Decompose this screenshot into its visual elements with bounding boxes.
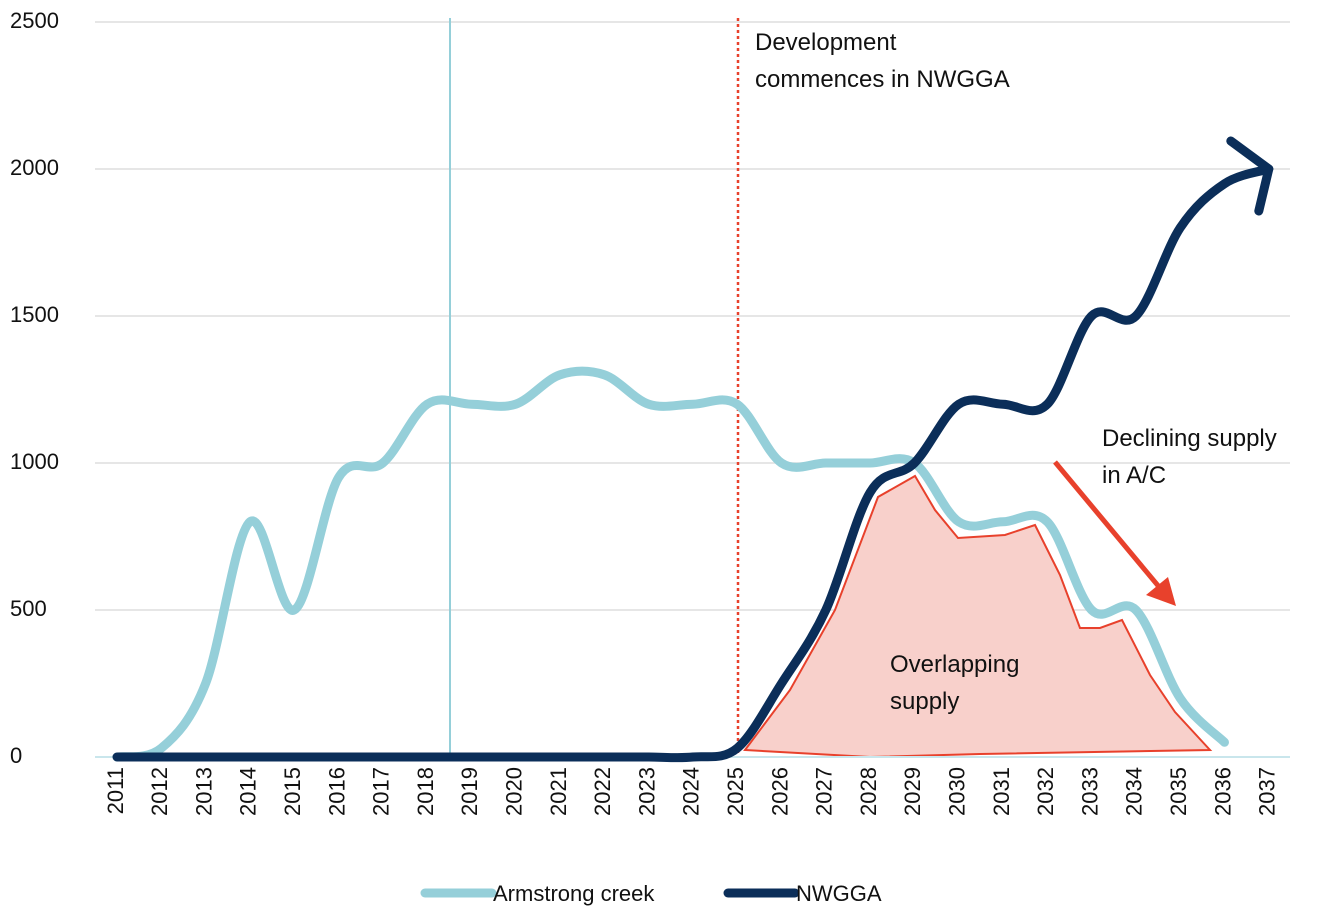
x-tick-label: 2020 [502,767,527,816]
legend-label: NWGGA [796,881,882,906]
x-tick-label: 2022 [590,767,615,816]
y-tick-label: 2000 [10,155,59,180]
annotation: supply [890,688,959,715]
x-tick-label: 2031 [989,767,1014,816]
annotation: in A/C [1102,462,1166,489]
x-tick-label: 2019 [457,767,482,816]
x-tick-label: 2023 [634,767,659,816]
annotation: Overlapping [890,651,1019,678]
x-tick-label: 2034 [1122,767,1147,816]
x-tick-label: 2025 [723,767,748,816]
annotation: Declining supply [1102,425,1277,452]
overlap-area [743,474,1213,759]
legend-label: Armstrong creek [493,881,655,906]
x-tick-label: 2035 [1166,767,1191,816]
x-tick-label: 2011 [103,767,128,814]
x-tick-label: 2026 [767,767,792,816]
series-line [112,366,1229,762]
y-tick-label: 2500 [10,8,59,33]
y-tick-label: 0 [10,743,22,768]
y-tick-label: 1500 [10,302,59,327]
x-tick-label: 2037 [1255,767,1280,816]
x-tick-label: 2021 [546,767,571,816]
x-tick-label: 2028 [856,767,881,816]
x-tick-label: 2018 [413,767,438,816]
x-tick-label: 2032 [1033,767,1058,816]
y-tick-label: 1000 [10,449,59,474]
x-tick-label: 2029 [900,767,925,816]
x-tick-label: 2024 [679,767,704,816]
x-tick-label: 2027 [812,767,837,816]
y-tick-label: 500 [10,596,47,621]
x-tick-label: 2012 [147,767,172,816]
annotation: Development [755,29,897,56]
x-tick-label: 2033 [1077,767,1102,816]
x-tick-label: 2030 [945,767,970,816]
decline-arrow [1053,460,1176,606]
x-tick-label: 2036 [1210,767,1235,816]
x-tick-label: 2013 [191,767,216,816]
x-tick-label: 2016 [324,767,349,816]
x-tick-label: 2015 [280,767,305,816]
x-tick-label: 2014 [236,767,261,816]
series-arrowhead [1226,136,1274,216]
series-line [112,164,1274,763]
annotation: commences in NWGGA [755,66,1010,93]
x-tick-label: 2017 [369,767,394,816]
